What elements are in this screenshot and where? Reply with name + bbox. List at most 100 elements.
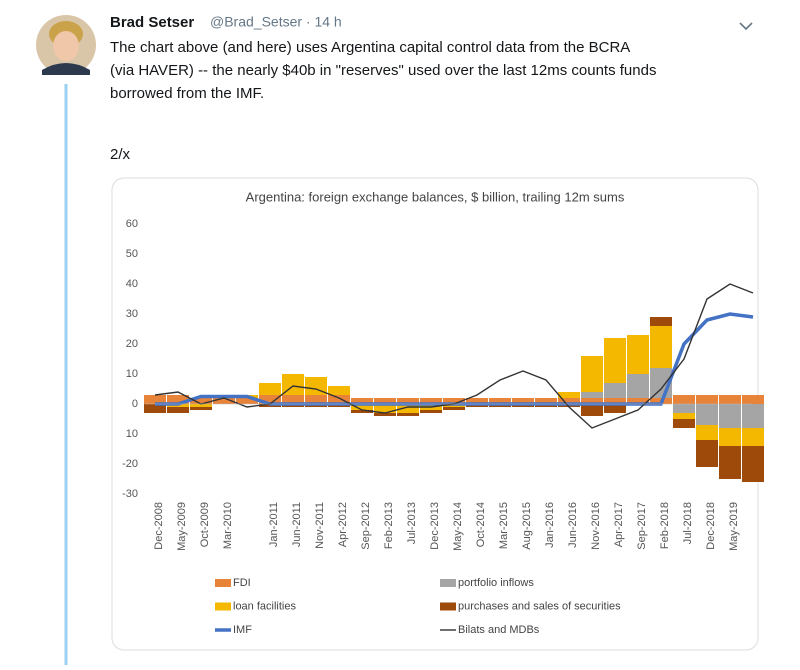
chart-title: Argentina: foreign exchange balances, $ … (246, 189, 625, 204)
bar (696, 404, 718, 425)
bar (696, 440, 718, 467)
bar (236, 398, 258, 404)
bar (604, 404, 626, 413)
x-tick-label: Jan-2011 (268, 502, 280, 547)
bar (351, 410, 373, 413)
x-tick-label: Dec-2018 (705, 502, 717, 550)
bar (581, 398, 603, 404)
bar (696, 425, 718, 440)
legend-label: portfolio inflows (458, 577, 534, 589)
bar (190, 404, 212, 407)
bar (696, 395, 718, 404)
tweet-line: The chart above (and here) uses Argentin… (110, 39, 630, 56)
legend-swatch (440, 602, 456, 611)
avatar[interactable] (36, 15, 96, 75)
bar (489, 398, 511, 404)
bar (627, 335, 649, 374)
author-name[interactable]: Brad Setser (110, 14, 194, 31)
bar (420, 410, 442, 413)
y-tick-label: 60 (126, 218, 138, 230)
bar (167, 407, 189, 413)
bar (374, 404, 396, 413)
x-tick-label: Dec-2013 (429, 502, 441, 550)
y-tick-label: -30 (122, 488, 138, 500)
menu-chevron[interactable] (739, 22, 753, 31)
x-tick-label: Aug-2015 (521, 502, 533, 550)
bar (305, 395, 327, 404)
chart-card[interactable] (111, 177, 759, 651)
bar (673, 413, 695, 419)
bar (443, 407, 465, 410)
bar (397, 398, 419, 404)
x-tick-label: Nov-2016 (590, 502, 602, 550)
tweet-line: (via HAVER) -- the nearly $40b in "reser… (110, 62, 656, 79)
legend-label: loan facilities (233, 600, 296, 612)
bar (167, 395, 189, 404)
y-tick-label: 10 (126, 368, 138, 380)
x-tick-label: Feb-2013 (383, 502, 395, 549)
x-tick-label: Apr-2012 (337, 502, 349, 547)
legend-label: FDI (233, 577, 251, 589)
legend-swatch (215, 602, 231, 611)
author-meta: @Brad_Setser · 14 h (210, 14, 342, 30)
bar (604, 398, 626, 404)
y-tick-label: 40 (126, 278, 138, 290)
bar (512, 398, 534, 404)
legend-swatch (440, 579, 456, 587)
bar (374, 413, 396, 416)
bar (581, 392, 603, 398)
legend-label: Bilats and MDBs (458, 624, 540, 636)
bar (581, 356, 603, 392)
x-tick-label: Oct-2014 (475, 502, 487, 547)
bar (351, 404, 373, 410)
bar (190, 407, 212, 410)
bar (282, 395, 304, 404)
x-tick-label: Jul-2013 (406, 502, 418, 544)
x-tick-label: Jun-2011 (291, 502, 303, 547)
y-tick-label: 20 (126, 338, 138, 350)
bar (466, 398, 488, 404)
y-tick-label: 10 (126, 428, 138, 440)
bar (190, 398, 212, 404)
x-tick-label: Dec-2008 (153, 502, 165, 550)
bar (397, 404, 419, 413)
bar (719, 428, 741, 446)
bar (328, 395, 350, 404)
bar (742, 395, 764, 404)
bar (650, 317, 672, 326)
bar (719, 404, 741, 428)
x-tick-label: Sep-2017 (636, 502, 648, 550)
bar (558, 392, 580, 398)
x-tick-label: Jun-2016 (567, 502, 579, 548)
x-tick-label: May-2014 (452, 502, 464, 551)
x-tick-label: Feb-2018 (659, 502, 671, 549)
bar (328, 386, 350, 395)
bar (719, 446, 741, 479)
bar (213, 398, 235, 404)
x-tick-label: Mar-2010 (222, 502, 234, 549)
y-tick-label: 50 (126, 248, 138, 260)
bar (144, 404, 166, 413)
bar (673, 395, 695, 404)
tweet-footer: 2/x (110, 146, 131, 163)
bar (673, 419, 695, 428)
y-tick-label: -20 (122, 458, 138, 470)
x-tick-label: Oct-2009 (199, 502, 211, 547)
y-tick-label: 0 (132, 398, 138, 410)
bar (558, 398, 580, 404)
x-tick-label: May-2019 (728, 502, 740, 551)
bar (535, 398, 557, 404)
x-tick-label: Jul-2018 (682, 502, 694, 544)
y-tick-label: 30 (126, 308, 138, 320)
legend-label: purchases and sales of securities (458, 600, 621, 612)
bar (650, 326, 672, 368)
legend-swatch (215, 579, 231, 587)
bar (581, 404, 603, 416)
plot: 60 50 40 30 20 10 0 10 -20 -30 Dec-2008 May-2009 Oct… (122, 218, 764, 636)
bar (604, 383, 626, 398)
x-tick-label: Jan-2016 (544, 502, 556, 548)
bar (673, 404, 695, 413)
bar (719, 395, 741, 404)
x-tick-label: Sep-2012 (360, 502, 372, 550)
